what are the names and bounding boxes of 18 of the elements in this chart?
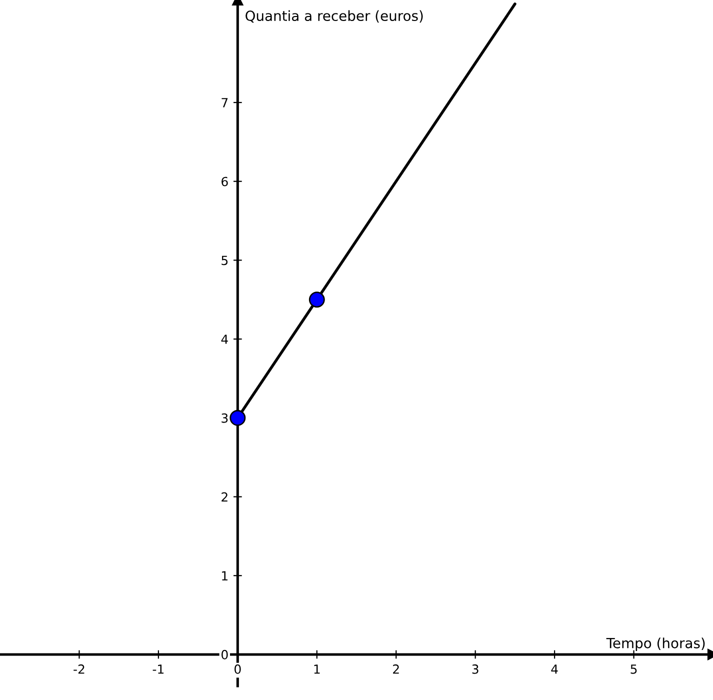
x-tick-label: 3 <box>472 664 478 674</box>
x-tick-label: -2 <box>74 664 84 674</box>
y-tick-label: 1 <box>222 571 228 580</box>
x-tick-label: 0 <box>234 664 241 674</box>
y-tick-label: 2 <box>222 492 228 502</box>
x-tick-label: -1 <box>152 664 164 674</box>
y-tick-label: 0 <box>222 650 228 660</box>
y-tick-label: 3 <box>222 413 228 423</box>
x-axis-title: Tempo (horas) <box>606 638 705 652</box>
x-tick-label: 1 <box>314 664 320 674</box>
x-tick-label: 2 <box>393 664 399 674</box>
y-tick-label: 5 <box>222 256 228 266</box>
y-tick-label: 6 <box>222 176 228 186</box>
y-tick-label: 7 <box>222 98 228 108</box>
x-tick-label: 4 <box>551 664 558 674</box>
y-tick-label: 4 <box>221 334 228 344</box>
x-tick-label: 5 <box>630 664 637 674</box>
y-axis-title: Quantia a receber (euros) <box>246 10 423 23</box>
